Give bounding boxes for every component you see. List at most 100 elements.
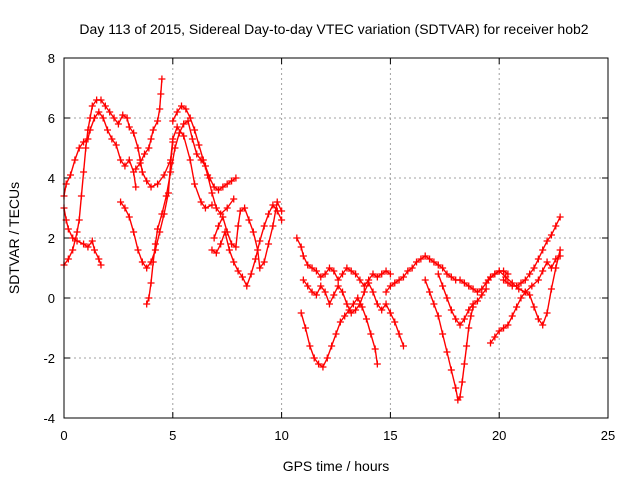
data-point	[75, 216, 83, 224]
y-tick-label: -2	[43, 351, 55, 366]
data-point	[214, 222, 222, 230]
data-point	[156, 105, 164, 113]
data-point	[323, 354, 331, 362]
data-point	[175, 129, 183, 137]
data-point	[321, 288, 329, 296]
data-point	[173, 108, 181, 116]
y-tick-label: -4	[43, 411, 55, 426]
series-track-16	[486, 246, 564, 347]
data-point	[543, 258, 551, 266]
data-point	[325, 300, 333, 308]
data-point	[465, 324, 473, 332]
data-point	[141, 150, 149, 158]
data-point	[112, 141, 120, 149]
data-point	[556, 246, 564, 254]
data-point	[208, 201, 216, 209]
data-point	[515, 285, 523, 293]
data-point	[219, 183, 227, 191]
data-point	[330, 291, 338, 299]
data-point	[180, 132, 188, 140]
data-point	[195, 141, 203, 149]
data-point	[319, 363, 327, 371]
data-point	[73, 228, 81, 236]
x-tick-label: 20	[492, 428, 506, 443]
data-point	[347, 267, 355, 275]
data-point	[343, 300, 351, 308]
data-point	[439, 282, 447, 290]
data-point	[191, 126, 199, 134]
x-tick-label: 25	[601, 428, 615, 443]
data-point	[117, 156, 125, 164]
data-point	[447, 273, 455, 281]
data-point	[439, 264, 447, 272]
y-tick-label: 6	[48, 111, 55, 126]
plot-frame	[63, 57, 609, 419]
data-point	[315, 360, 323, 368]
tick-labels: 0 5 10 15 20 25 -4 -2 0 2 4 6 8	[43, 51, 615, 443]
data-point	[504, 321, 512, 329]
series-line	[302, 279, 405, 347]
data-point	[154, 117, 162, 125]
data-point	[256, 237, 264, 245]
data-point	[254, 246, 262, 254]
data-point	[197, 198, 205, 206]
data-point	[478, 291, 486, 299]
data-point	[99, 114, 107, 122]
data-point	[106, 108, 114, 116]
data-point	[210, 234, 218, 242]
data-point	[395, 276, 403, 284]
data-point	[447, 306, 455, 314]
data-point	[556, 252, 564, 260]
data-point	[382, 300, 390, 308]
data-point	[219, 213, 227, 221]
data-point	[530, 303, 538, 311]
data-point	[456, 276, 464, 284]
data-point	[308, 288, 316, 296]
data-point	[465, 306, 473, 314]
data-point	[132, 165, 140, 173]
data-point	[208, 246, 216, 254]
data-point	[395, 330, 403, 338]
data-point	[443, 348, 451, 356]
data-point	[547, 264, 555, 272]
data-point	[234, 222, 242, 230]
data-point	[125, 213, 133, 221]
data-point	[162, 192, 170, 200]
data-point	[69, 246, 77, 254]
data-point	[247, 270, 255, 278]
data-point	[426, 255, 434, 263]
data-point	[521, 276, 529, 284]
data-point	[125, 156, 133, 164]
series-track-17	[500, 213, 564, 290]
data-point	[151, 240, 159, 248]
x-tick-label: 15	[383, 428, 397, 443]
data-point	[521, 288, 529, 296]
data-point	[491, 333, 499, 341]
data-point	[249, 228, 257, 236]
data-point	[208, 189, 216, 197]
data-point	[328, 342, 336, 350]
data-point	[365, 279, 373, 287]
data-point	[138, 258, 146, 266]
y-tick-label: 8	[48, 51, 55, 66]
data-point	[243, 282, 251, 290]
series-line	[213, 199, 283, 270]
data-point	[188, 135, 196, 143]
data-point	[86, 126, 94, 134]
series-track-9	[210, 198, 286, 272]
data-point	[169, 138, 177, 146]
data-point	[534, 255, 542, 263]
data-point	[88, 237, 96, 245]
data-point	[530, 264, 538, 272]
data-point	[304, 282, 312, 290]
data-point	[182, 105, 190, 113]
data-point	[90, 114, 98, 122]
data-point	[543, 237, 551, 245]
data-point	[378, 306, 386, 314]
data-point	[132, 183, 140, 191]
data-point	[330, 267, 338, 275]
data-point	[460, 315, 468, 323]
series-line	[63, 99, 213, 266]
series-track-6	[143, 117, 240, 308]
data-point	[160, 171, 168, 179]
